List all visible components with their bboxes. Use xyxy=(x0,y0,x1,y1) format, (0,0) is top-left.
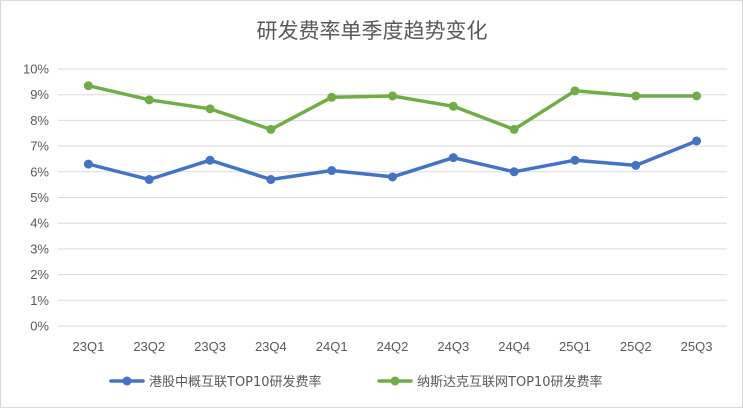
data-point xyxy=(631,91,641,101)
legend-swatch-marker xyxy=(122,376,132,386)
data-point xyxy=(388,172,397,182)
gridlines xyxy=(58,68,727,327)
y-tick-label: 9% xyxy=(30,87,49,102)
data-point xyxy=(509,167,519,177)
x-tick-label: 24Q4 xyxy=(498,339,530,354)
chart-title: 研发费率单季度趋势变化 xyxy=(257,19,488,43)
data-point xyxy=(83,159,93,169)
legend-label: 纳斯达克互联网TOP10研发费率 xyxy=(417,374,603,390)
data-point xyxy=(266,124,276,134)
data-point xyxy=(448,153,458,163)
data-point xyxy=(327,166,337,176)
x-tick-label: 25Q2 xyxy=(620,339,652,354)
x-tick-label: 23Q2 xyxy=(133,339,165,354)
y-tick-label: 3% xyxy=(30,241,49,256)
data-point xyxy=(205,104,215,114)
data-point xyxy=(327,92,337,102)
x-tick-label: 25Q1 xyxy=(559,339,591,354)
data-point xyxy=(144,175,154,185)
data-point xyxy=(83,81,93,91)
x-tick-label: 23Q3 xyxy=(194,339,226,354)
data-point xyxy=(448,101,458,111)
y-axis-ticks: 0% 1% 2% 3% 4% 5% 6% 7% 8% 9% 10% xyxy=(23,62,49,334)
y-tick-label: 2% xyxy=(30,267,49,282)
x-axis-ticks: 23Q1 23Q2 23Q3 23Q4 24Q1 24Q2 24Q3 24Q4 25Q1 25Q2… xyxy=(73,339,713,354)
data-point xyxy=(509,124,519,134)
data-point xyxy=(631,160,641,170)
series-1 xyxy=(83,136,702,185)
x-tick-label: 24Q2 xyxy=(377,339,409,354)
series-2 xyxy=(83,81,702,134)
legend-label: 港股中概互联TOP10研发费率 xyxy=(149,374,322,390)
x-tick-label: 24Q3 xyxy=(437,339,469,354)
data-point xyxy=(570,86,580,96)
y-tick-label: 0% xyxy=(30,319,49,334)
legend: 港股中概互联TOP10研发费率 纳斯达克互联网TOP10研发费率 xyxy=(109,374,603,390)
y-tick-label: 8% xyxy=(30,113,49,128)
x-tick-label: 24Q1 xyxy=(316,339,348,354)
x-tick-label: 25Q3 xyxy=(681,339,713,354)
y-tick-label: 10% xyxy=(23,62,49,77)
legend-swatch-marker xyxy=(390,376,400,386)
y-tick-label: 5% xyxy=(30,190,49,205)
data-point xyxy=(570,155,580,165)
y-tick-label: 1% xyxy=(30,293,49,308)
data-point xyxy=(144,95,154,105)
data-point xyxy=(692,136,702,146)
x-tick-label: 23Q1 xyxy=(73,339,105,354)
y-tick-label: 4% xyxy=(30,216,49,231)
legend-item: 港股中概互联TOP10研发费率 xyxy=(109,374,322,390)
legend-item: 纳斯达克互联网TOP10研发费率 xyxy=(377,374,603,390)
data-point xyxy=(692,91,702,101)
y-tick-label: 6% xyxy=(30,164,49,179)
data-point xyxy=(388,91,397,101)
data-point xyxy=(205,155,215,165)
y-tick-label: 7% xyxy=(30,139,49,154)
x-tick-label: 23Q4 xyxy=(255,339,287,354)
data-point xyxy=(266,175,276,185)
series-layer xyxy=(83,81,702,185)
